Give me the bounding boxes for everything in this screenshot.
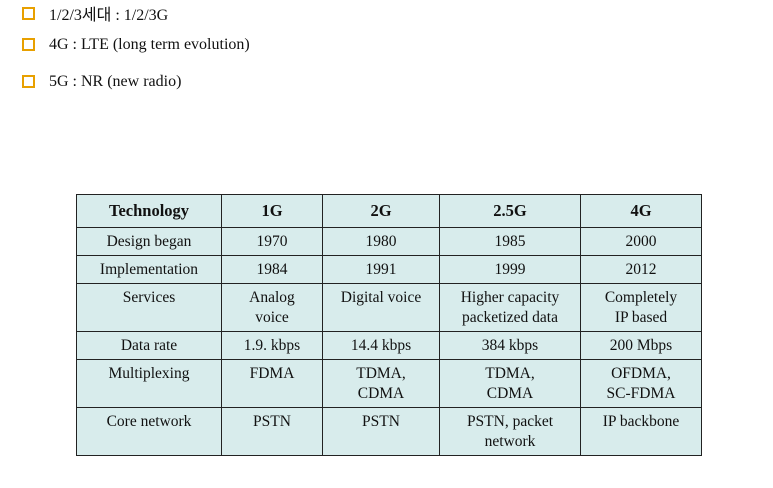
generation-comparison-table: Technology 1G 2G 2.5G 4G Design began 197… xyxy=(76,194,702,456)
bullet-item: 1/2/3세대 : 1/2/3G xyxy=(22,0,250,26)
table-row: Data rate 1.9. kbps 14.4 kbps 384 kbps 200 M… xyxy=(76,331,702,360)
table-cell: 1999 xyxy=(439,255,581,284)
table-cell: 14.4 kbps xyxy=(322,331,440,360)
row-label-cell: Core network xyxy=(76,407,222,456)
table-row: Multiplexing FDMA TDMA, CDMA TDMA, CDMA OFDM… xyxy=(76,359,702,408)
table-cell: 1970 xyxy=(221,227,323,256)
header-2-5g: 2.5G xyxy=(439,194,581,228)
table-cell: Higher capacity packetized data xyxy=(439,283,581,332)
table-cell: 1984 xyxy=(221,255,323,284)
header-1g: 1G xyxy=(221,194,323,228)
table-cell: 2012 xyxy=(580,255,702,284)
table-row: Services Analog voice Digital voice Higher … xyxy=(76,283,702,332)
checkbox-bullet-icon xyxy=(22,6,35,20)
table-cell: 1991 xyxy=(322,255,440,284)
bullet-item: 4G : LTE (long term evolution) xyxy=(22,26,250,63)
table-cell: 1985 xyxy=(439,227,581,256)
row-label-cell: Data rate xyxy=(76,331,222,360)
table-cell: Analog voice xyxy=(221,283,323,332)
table-row: Core network PSTN PSTN PSTN, packet network… xyxy=(76,407,702,456)
checkbox-bullet-icon xyxy=(22,38,35,51)
checkbox-bullet-icon xyxy=(22,75,35,88)
bullet-text: 5G : NR (new radio) xyxy=(49,72,182,90)
table-cell: 1.9. kbps xyxy=(221,331,323,360)
header-2g: 2G xyxy=(322,194,440,228)
table-cell: OFDMA, SC-FDMA xyxy=(580,359,702,408)
table-cell: FDMA xyxy=(221,359,323,408)
row-label-cell: Services xyxy=(76,283,222,332)
row-label-cell: Multiplexing xyxy=(76,359,222,408)
table-cell: TDMA, CDMA xyxy=(439,359,581,408)
row-label-cell: Design began xyxy=(76,227,222,256)
table-cell: 200 Mbps xyxy=(580,331,702,360)
header-4g: 4G xyxy=(580,194,702,228)
table-header-row: Technology 1G 2G 2.5G 4G xyxy=(76,194,702,228)
bullet-text: 1/2/3세대 : 1/2/3G xyxy=(49,7,169,24)
bullet-list: 1/2/3세대 : 1/2/3G 4G : LTE (long term evo… xyxy=(22,0,250,100)
table-cell: Completely IP based xyxy=(580,283,702,332)
bullet-item: 5G : NR (new radio) xyxy=(22,63,250,100)
bullet-text: 4G : LTE (long term evolution) xyxy=(49,35,250,53)
table-cell: 384 kbps xyxy=(439,331,581,360)
table-cell: Digital voice xyxy=(322,283,440,332)
table-row: Implementation 1984 1991 1999 2012 xyxy=(76,255,702,284)
table-cell: PSTN xyxy=(322,407,440,456)
table-cell: 2000 xyxy=(580,227,702,256)
table-cell: TDMA, CDMA xyxy=(322,359,440,408)
table-cell: PSTN, packet network xyxy=(439,407,581,456)
row-label-cell: Implementation xyxy=(76,255,222,284)
table-cell: PSTN xyxy=(221,407,323,456)
header-technology: Technology xyxy=(76,194,222,228)
table-cell: IP backbone xyxy=(580,407,702,456)
table-row: Design began 1970 1980 1985 2000 xyxy=(76,227,702,256)
table-cell: 1980 xyxy=(322,227,440,256)
technology-table: Technology 1G 2G 2.5G 4G Design began 197… xyxy=(76,194,702,456)
